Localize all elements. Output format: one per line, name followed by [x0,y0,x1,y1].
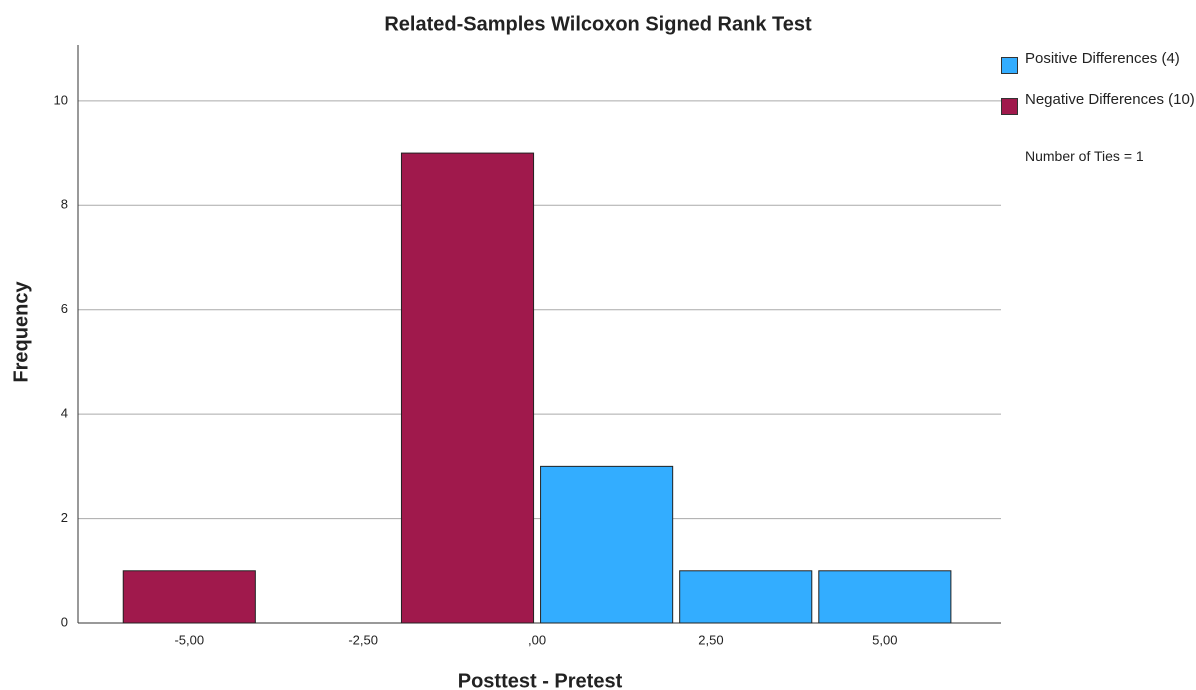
y-axis-label: Frequency [10,281,32,383]
annotation: Number of Ties = 1 [1025,148,1144,164]
y-tick-label: 2 [61,510,68,525]
y-tick-label: 4 [61,406,68,421]
legend-label: Negative Differences (10) [1025,91,1195,108]
x-tick-label: 2,50 [698,632,723,647]
bar [679,570,813,624]
x-tick-label: 5,00 [872,632,897,647]
x-tick-label: ,00 [528,632,546,647]
bar [540,465,674,624]
bar [818,570,952,624]
y-tick-label: 6 [61,301,68,316]
bar [400,152,535,624]
bar [122,570,256,624]
x-tick-label: -5,00 [174,632,204,647]
legend-label: Positive Differences (4) [1025,50,1180,67]
chart-title: Related-Samples Wilcoxon Signed Rank Tes… [384,13,812,35]
y-tick-label: 8 [61,197,68,212]
x-tick-label: -2,50 [348,632,378,647]
legend-swatch [1001,98,1018,115]
x-axis-label: Posttest - Pretest [458,670,623,690]
legend-swatch [1001,57,1018,74]
y-tick-label: 10 [54,92,68,107]
y-tick-label: 0 [61,614,68,629]
